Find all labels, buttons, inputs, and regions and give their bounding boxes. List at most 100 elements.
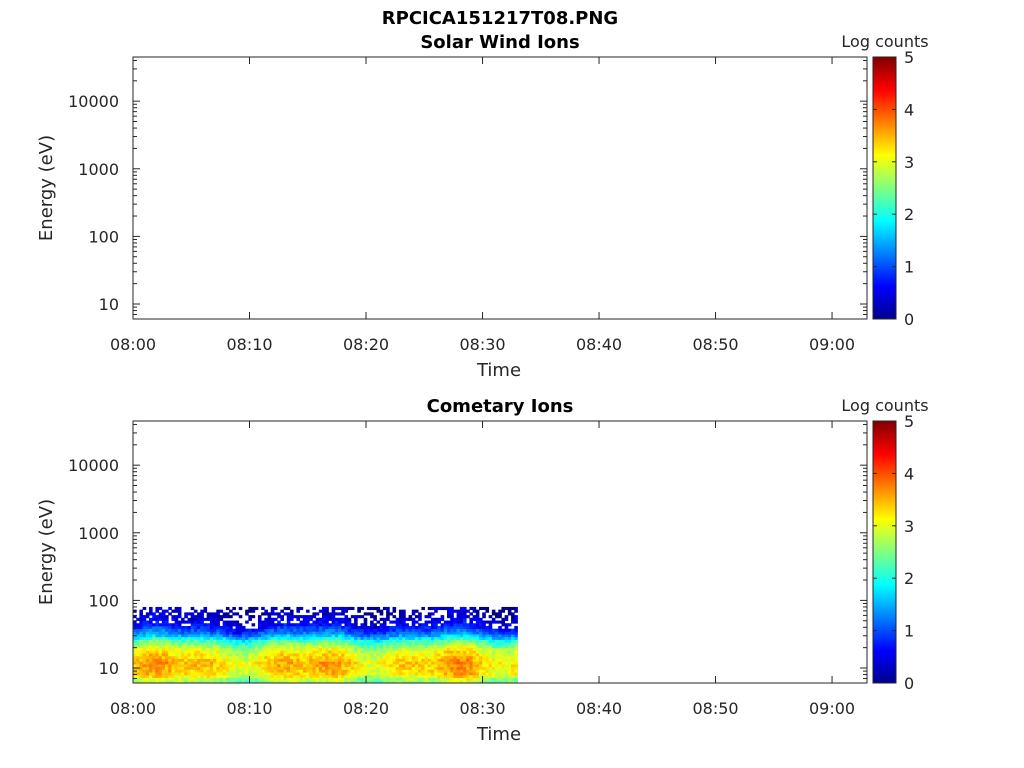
heatmap-cell bbox=[350, 672, 355, 676]
heatmap-cell bbox=[286, 661, 291, 665]
heatmap-cell bbox=[501, 653, 506, 657]
heatmap-cell bbox=[334, 666, 339, 670]
heatmap-cell bbox=[328, 672, 333, 676]
heatmap-cell bbox=[238, 666, 243, 670]
heatmap-cell bbox=[392, 674, 397, 678]
heatmap-cell bbox=[165, 620, 169, 624]
heatmap-cell bbox=[331, 609, 336, 613]
heatmap-cell bbox=[315, 620, 320, 624]
heatmap-cell bbox=[402, 661, 406, 665]
heatmap-cell bbox=[257, 623, 262, 627]
heatmap-cell bbox=[479, 653, 483, 657]
heatmap-cell bbox=[193, 677, 198, 681]
heatmap-cell bbox=[376, 606, 381, 611]
heatmap-cell bbox=[299, 653, 304, 657]
heatmap-cell bbox=[229, 631, 233, 635]
heatmap-cell bbox=[225, 628, 230, 632]
heatmap-cell bbox=[511, 612, 515, 616]
heatmap-cell bbox=[142, 666, 147, 670]
heatmap-cell bbox=[344, 623, 349, 627]
heatmap-cell bbox=[437, 642, 441, 646]
heatmap-cell bbox=[139, 609, 144, 613]
heatmap-cell bbox=[446, 647, 451, 651]
heatmap-cell bbox=[379, 617, 384, 621]
heatmap-cell bbox=[466, 644, 470, 649]
heatmap-cell bbox=[309, 617, 313, 621]
heatmap-cell bbox=[197, 669, 201, 673]
heatmap-cell bbox=[289, 623, 294, 627]
heatmap-cell bbox=[190, 672, 195, 676]
heatmap-cell bbox=[411, 625, 416, 630]
heatmap-cell bbox=[463, 620, 467, 624]
heatmap-cell bbox=[165, 628, 169, 632]
heatmap-cell bbox=[370, 644, 374, 649]
heatmap-cell bbox=[475, 615, 480, 619]
heatmap-cell bbox=[488, 625, 493, 630]
heatmap-cell bbox=[440, 672, 445, 676]
heatmap-cell bbox=[424, 625, 429, 630]
heatmap-cell bbox=[341, 653, 345, 657]
heatmap-cell bbox=[395, 631, 400, 635]
heatmap-cell bbox=[398, 644, 403, 649]
heatmap-cell bbox=[181, 617, 185, 621]
heatmap-cell bbox=[155, 680, 160, 684]
heatmap-cell bbox=[463, 658, 467, 662]
heatmap-cell bbox=[241, 647, 246, 651]
heatmap-cell bbox=[136, 653, 140, 657]
heatmap-cell bbox=[430, 677, 435, 681]
heatmap-cell bbox=[398, 612, 403, 616]
heatmap-cell bbox=[289, 672, 294, 676]
heatmap-cell bbox=[273, 663, 278, 668]
heatmap-cell bbox=[283, 644, 288, 649]
heatmap-cell bbox=[161, 634, 166, 638]
heatmap-cell bbox=[306, 647, 310, 651]
heatmap-cell bbox=[152, 669, 156, 673]
heatmap-cell bbox=[463, 612, 467, 616]
heatmap-cell bbox=[379, 609, 384, 613]
heatmap-cell bbox=[312, 663, 317, 668]
heatmap-cell bbox=[376, 628, 381, 632]
y-axis-label: Energy (eV) bbox=[36, 499, 57, 605]
heatmap-cell bbox=[149, 647, 153, 651]
heatmap-cell bbox=[197, 628, 201, 632]
heatmap-cell bbox=[366, 612, 371, 616]
heatmap-cell bbox=[463, 625, 467, 630]
heatmap-cell bbox=[280, 625, 284, 630]
heatmap-cell bbox=[273, 612, 278, 616]
heatmap-cell bbox=[225, 661, 230, 665]
heatmap-cell bbox=[257, 644, 262, 649]
heatmap-cell bbox=[197, 677, 201, 681]
heatmap-cell bbox=[344, 636, 349, 640]
heatmap-cell bbox=[270, 644, 275, 649]
heatmap-cell bbox=[347, 644, 352, 649]
heatmap-cell bbox=[446, 639, 451, 643]
heatmap-cell bbox=[213, 655, 217, 659]
heatmap-cell bbox=[261, 623, 265, 627]
heatmap-cell bbox=[459, 617, 464, 621]
heatmap-cell bbox=[161, 609, 166, 613]
heatmap-cell bbox=[152, 639, 156, 643]
heatmap-cell bbox=[408, 669, 413, 673]
heatmap-cell bbox=[174, 644, 179, 649]
heatmap-cell bbox=[286, 658, 291, 662]
heatmap-cell bbox=[177, 658, 182, 662]
heatmap-cell bbox=[392, 615, 397, 619]
heatmap-cell bbox=[203, 672, 208, 676]
heatmap-cell bbox=[203, 647, 208, 651]
heatmap-cell bbox=[161, 644, 166, 649]
heatmap-cell bbox=[344, 634, 349, 638]
heatmap-cell bbox=[338, 666, 342, 670]
heatmap-cell bbox=[238, 647, 243, 651]
colorbar-tick-label: 4 bbox=[904, 100, 914, 119]
heatmap-cell bbox=[328, 625, 333, 630]
heatmap-cell bbox=[482, 653, 486, 657]
heatmap-cell bbox=[309, 677, 313, 681]
heatmap-cell bbox=[273, 666, 278, 670]
heatmap-cell bbox=[453, 631, 457, 635]
heatmap-cell bbox=[398, 631, 403, 635]
heatmap-cell bbox=[322, 666, 326, 670]
heatmap-cell bbox=[277, 631, 281, 635]
heatmap-cell bbox=[389, 666, 393, 670]
heatmap-cell bbox=[267, 615, 272, 619]
heatmap-cell bbox=[408, 625, 413, 630]
